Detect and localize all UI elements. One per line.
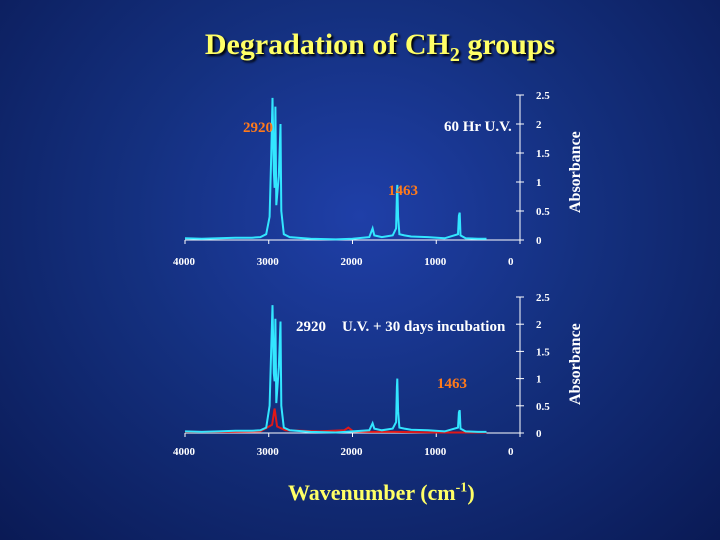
y-tick-label: 1 bbox=[536, 374, 542, 386]
bottom-annotation-2920: 2920 bbox=[296, 319, 326, 335]
y-tick-label: 0.5 bbox=[536, 401, 550, 413]
top-annotation-2920: 2920 bbox=[243, 120, 273, 136]
x-tick-label: 4000 bbox=[173, 256, 196, 268]
x-tick-label: 3000 bbox=[257, 446, 280, 458]
bottom-annotation-1463: 1463 bbox=[437, 376, 467, 392]
top-spectrum-line bbox=[184, 97, 487, 241]
y-tick-label: 0.5 bbox=[536, 206, 550, 218]
x-tick-label: 1000 bbox=[424, 446, 447, 458]
x-tick-label: 3000 bbox=[257, 256, 280, 268]
bottom-y-axis-label: Absorbance bbox=[567, 323, 584, 405]
top-annotation-1463: 1463 bbox=[388, 183, 418, 199]
y-tick-label: 1.5 bbox=[536, 346, 550, 358]
bottom-chart: 4000 3000 2000 1000 0 0 0.5 1 1.5 2 2.5 2920 1463… bbox=[173, 292, 584, 458]
x-axis-label: Wavenumber (cm-1) bbox=[288, 480, 475, 505]
top-chart: 4000 3000 2000 1000 0 0 0.5 1 1.5 2 2.5 2920 1463… bbox=[173, 90, 584, 268]
y-tick-label: 1 bbox=[536, 177, 542, 189]
bottom-annotation-title: U.V. + 30 days incubation bbox=[342, 319, 506, 335]
page-title: Degradation of CH2 groups bbox=[204, 28, 556, 66]
bottom-reference-line bbox=[185, 408, 487, 434]
top-y-axis-label: Absorbance bbox=[567, 131, 584, 213]
x-tick-label: 1000 bbox=[424, 256, 447, 268]
y-tick-label: 0 bbox=[536, 428, 542, 440]
x-tick-label: 0 bbox=[508, 256, 514, 268]
x-tick-label: 0 bbox=[508, 446, 514, 458]
top-annotation-title: 60 Hr U.V. bbox=[444, 119, 512, 135]
bottom-spectrum-line bbox=[184, 305, 487, 434]
y-tick-label: 2 bbox=[536, 119, 542, 131]
y-tick-label: 2.5 bbox=[536, 292, 550, 304]
x-tick-label: 4000 bbox=[173, 446, 196, 458]
y-tick-label: 1.5 bbox=[536, 148, 550, 160]
y-tick-label: 2 bbox=[536, 319, 542, 331]
x-tick-label: 2000 bbox=[341, 446, 364, 458]
x-tick-label: 2000 bbox=[341, 256, 364, 268]
y-tick-label: 2.5 bbox=[536, 90, 550, 102]
y-tick-label: 0 bbox=[536, 235, 542, 247]
